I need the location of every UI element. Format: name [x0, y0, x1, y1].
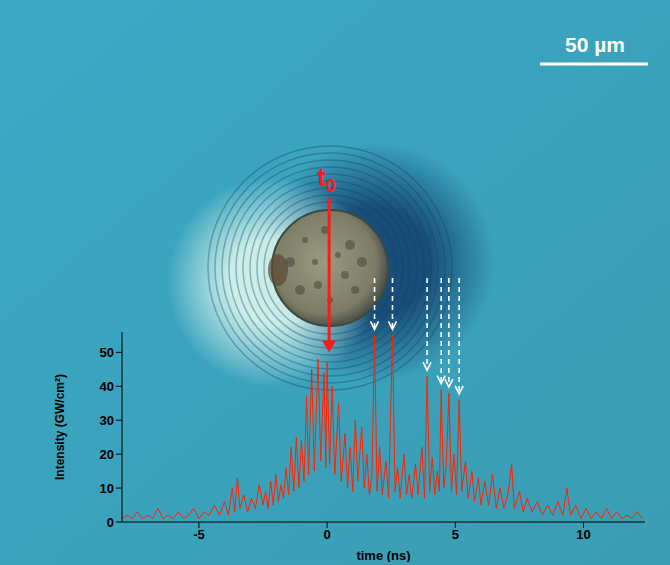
- svg-text:30: 30: [100, 413, 114, 428]
- svg-text:50 µm: 50 µm: [565, 33, 625, 56]
- svg-text:20: 20: [100, 447, 114, 462]
- svg-text:0: 0: [323, 527, 330, 542]
- svg-text:5: 5: [452, 527, 459, 542]
- svg-text:50: 50: [100, 345, 114, 360]
- svg-text:-5: -5: [193, 527, 205, 542]
- svg-text:t0: t0: [317, 162, 336, 196]
- svg-text:10: 10: [100, 481, 114, 496]
- svg-text:10: 10: [576, 527, 590, 542]
- svg-text:Intensity (GW/cm²): Intensity (GW/cm²): [53, 374, 67, 480]
- svg-text:40: 40: [100, 379, 114, 394]
- svg-text:time (ns): time (ns): [356, 548, 410, 562]
- svg-text:0: 0: [107, 515, 114, 530]
